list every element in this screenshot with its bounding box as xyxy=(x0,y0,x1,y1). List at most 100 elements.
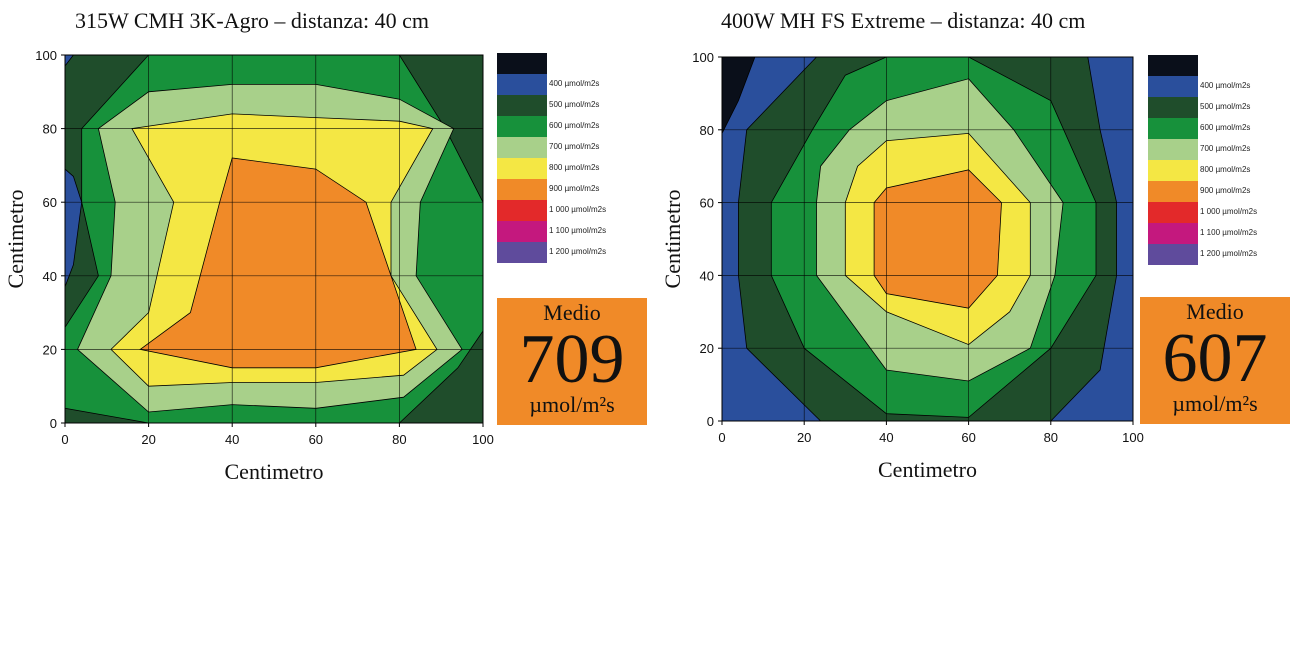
legend: 400 µmol/m2s 500 µmol/m2s 600 µmol/m2s 700 … xyxy=(1148,55,1257,265)
legend-item: 1 000 µmol/m2s xyxy=(497,200,606,221)
legend-label: 1 100 µmol/m2s xyxy=(549,226,607,235)
legend-swatch xyxy=(1148,76,1198,97)
legend-label: 600 µmol/m2s xyxy=(1200,123,1251,132)
legend-label: 400 µmol/m2s xyxy=(549,79,600,88)
legend-swatch xyxy=(1148,118,1198,139)
legend-swatch xyxy=(1148,55,1198,76)
x-tick-label: 40 xyxy=(879,430,893,445)
legend-swatch xyxy=(497,221,547,242)
chart-panel-left: 315W CMH 3K-Agro – distanza: 40 cm 0 20 40… xyxy=(0,0,650,484)
legend-label: 800 µmol/m2s xyxy=(1200,165,1251,174)
y-tick-label: 80 xyxy=(700,123,714,138)
chart-title: 315W CMH 3K-Agro – distanza: 40 cm xyxy=(75,8,429,33)
y-tick-label: 40 xyxy=(43,269,57,284)
legend-label: 1 000 µmol/m2s xyxy=(549,205,607,214)
average-value: 709 xyxy=(519,321,625,398)
legend-swatch xyxy=(1148,202,1198,223)
average-unit: µmol/m²s xyxy=(529,392,615,417)
legend-swatch xyxy=(497,95,547,116)
y-tick-label: 100 xyxy=(692,50,714,65)
legend-label: 1 000 µmol/m2s xyxy=(1200,207,1258,216)
legend-label: 800 µmol/m2s xyxy=(549,163,600,172)
legend-label: 700 µmol/m2s xyxy=(1200,144,1251,153)
contour-region-6 xyxy=(873,169,1002,309)
legend-item xyxy=(497,53,547,74)
x-tick-label: 80 xyxy=(392,432,406,447)
y-tick-label: 100 xyxy=(35,48,57,63)
y-tick-label: 0 xyxy=(707,414,714,429)
y-axis-title: Centimetro xyxy=(3,190,28,289)
legend-swatch xyxy=(497,53,547,74)
legend-swatch xyxy=(497,74,547,95)
legend-label: 900 µmol/m2s xyxy=(1200,186,1251,195)
legend-item: 1 200 µmol/m2s xyxy=(1148,244,1257,265)
legend-item: 700 µmol/m2s xyxy=(497,137,599,158)
legend-item: 700 µmol/m2s xyxy=(1148,139,1250,160)
x-tick-label: 100 xyxy=(1122,430,1144,445)
legend-item: 500 µmol/m2s xyxy=(1148,97,1250,118)
y-tick-label: 20 xyxy=(43,342,57,357)
legend-item: 1 100 µmol/m2s xyxy=(1148,223,1257,244)
legend-label: 1 200 µmol/m2s xyxy=(1200,249,1258,258)
y-axis-title: Centimetro xyxy=(660,190,685,289)
legend-label: 1 200 µmol/m2s xyxy=(549,247,607,256)
legend-swatch xyxy=(497,242,547,263)
legend-swatch xyxy=(1148,244,1198,265)
legend-item: 800 µmol/m2s xyxy=(497,158,599,179)
average-box: Medio 607 µmol/m²s xyxy=(1140,297,1290,424)
x-tick-label: 80 xyxy=(1044,430,1058,445)
legend-item: 400 µmol/m2s xyxy=(497,74,599,95)
legend-item xyxy=(1148,55,1198,76)
legend-swatch xyxy=(1148,223,1198,244)
legend-label: 500 µmol/m2s xyxy=(549,100,600,109)
x-tick-label: 0 xyxy=(718,430,725,445)
legend-item: 600 µmol/m2s xyxy=(497,116,599,137)
legend-label: 600 µmol/m2s xyxy=(549,121,600,130)
average-box: Medio 709 µmol/m²s xyxy=(497,298,647,425)
legend-swatch xyxy=(1148,139,1198,160)
average-unit: µmol/m²s xyxy=(1172,391,1258,416)
y-tick-label: 60 xyxy=(43,195,57,210)
y-tick-label: 40 xyxy=(700,268,714,283)
legend-swatch xyxy=(1148,160,1198,181)
legend-swatch xyxy=(497,200,547,221)
legend-item: 1 200 µmol/m2s xyxy=(497,242,606,263)
x-tick-label: 20 xyxy=(797,430,811,445)
average-label: Medio xyxy=(543,300,601,325)
legend-swatch xyxy=(1148,97,1198,118)
legend-swatch xyxy=(497,158,547,179)
x-tick-label: 60 xyxy=(961,430,975,445)
legend-label: 500 µmol/m2s xyxy=(1200,102,1251,111)
legend-swatch xyxy=(497,179,547,200)
legend-label: 900 µmol/m2s xyxy=(549,184,600,193)
y-tick-label: 60 xyxy=(700,196,714,211)
x-tick-label: 20 xyxy=(141,432,155,447)
legend-item: 900 µmol/m2s xyxy=(497,179,599,200)
legend-label: 400 µmol/m2s xyxy=(1200,81,1251,90)
x-axis-title: Centimetro xyxy=(225,459,324,484)
chart-title: 400W MH FS Extreme – distanza: 40 cm xyxy=(721,8,1086,33)
y-tick-label: 80 xyxy=(43,122,57,137)
legend-item: 600 µmol/m2s xyxy=(1148,118,1250,139)
legend-swatch xyxy=(497,137,547,158)
chart-panel-right: 400W MH FS Extreme – distanza: 40 cm 0 20… xyxy=(650,0,1299,482)
legend-swatch xyxy=(1148,181,1198,202)
legend-label: 1 100 µmol/m2s xyxy=(1200,228,1258,237)
y-tick-label: 20 xyxy=(700,341,714,356)
legend-item: 1 100 µmol/m2s xyxy=(497,221,606,242)
legend: 400 µmol/m2s 500 µmol/m2s 600 µmol/m2s 700 … xyxy=(497,53,606,263)
average-label: Medio xyxy=(1186,299,1244,324)
plot-frame xyxy=(64,54,484,424)
legend-label: 700 µmol/m2s xyxy=(549,142,600,151)
average-value: 607 xyxy=(1162,320,1268,397)
x-tick-label: 60 xyxy=(309,432,323,447)
legend-item: 500 µmol/m2s xyxy=(497,95,599,116)
legend-item: 800 µmol/m2s xyxy=(1148,160,1250,181)
x-tick-label: 40 xyxy=(225,432,239,447)
contour-chart: 0 20 40 60 80 100 0 20 40 60 80 100 Centimetro Centim… xyxy=(3,48,494,484)
x-axis-title: Centimetro xyxy=(878,457,977,482)
x-tick-label: 0 xyxy=(61,432,68,447)
legend-item: 900 µmol/m2s xyxy=(1148,181,1250,202)
legend-item: 400 µmol/m2s xyxy=(1148,76,1250,97)
y-tick-label: 0 xyxy=(50,416,57,431)
